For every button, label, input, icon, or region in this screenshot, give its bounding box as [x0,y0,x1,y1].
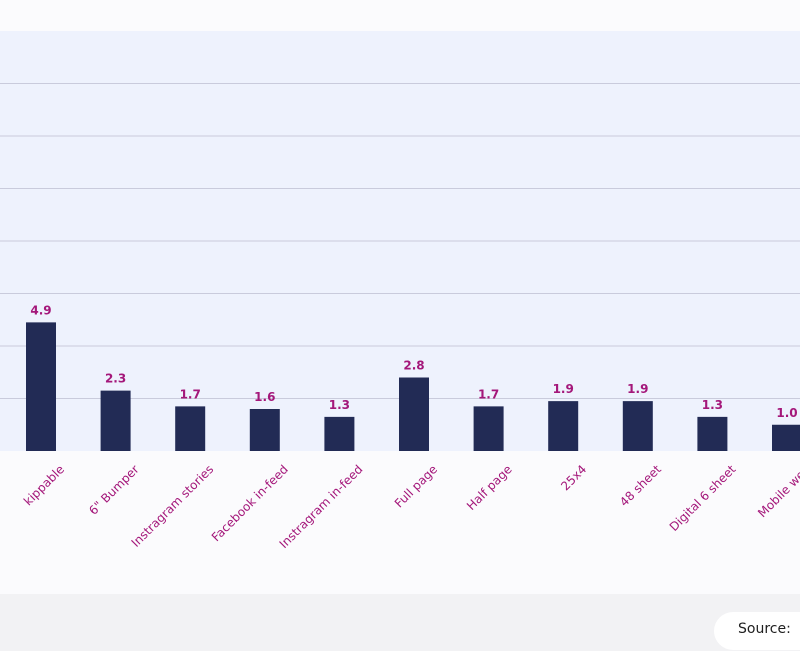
data-label: 1.6 [254,390,275,404]
bar [26,322,56,451]
gridlines [0,83,800,399]
bar [473,406,504,451]
tick-label: kippable [21,462,67,508]
data-label: 1.0 [776,406,797,420]
bar [622,401,653,451]
source-label: Source: [714,612,800,650]
tick-label: Instragram in-feed [277,462,366,551]
tick-label: 6" Bumper [86,462,142,518]
tick-label: Mobile web [755,462,800,520]
data-label: 1.9 [627,382,648,396]
value-labels: 4.9 2.3 1.7 1.6 1.3 2.8 1.7 1.9 1.9 1.3 1.0 [30,303,797,419]
bar [249,409,280,451]
data-label: 1.7 [180,387,201,401]
tick-label: Half page [464,462,515,513]
bar [548,401,579,451]
bar [175,406,206,451]
tick-label: 25x4 [558,462,589,493]
bar [772,424,800,451]
tick-label: Digital 6 sheet [667,462,739,534]
data-label: 1.9 [553,382,574,396]
data-label: 1.3 [329,398,350,412]
tick-label: Full page [392,462,440,510]
tick-label: Facebook in-feed [209,462,291,544]
bar [324,416,355,451]
bars [26,322,800,451]
data-label: 4.9 [30,303,51,317]
footer-strip [0,594,800,651]
data-label: 2.3 [105,372,126,386]
data-label: 1.7 [478,387,499,401]
data-label: 2.8 [403,359,424,373]
bar [399,377,429,451]
top-strip [0,0,800,31]
tick-label: 48 sheet [617,462,664,509]
bar [100,390,131,451]
data-label: 1.3 [702,398,723,412]
tick-label: Instragram stories [129,462,217,550]
bar [697,416,728,451]
